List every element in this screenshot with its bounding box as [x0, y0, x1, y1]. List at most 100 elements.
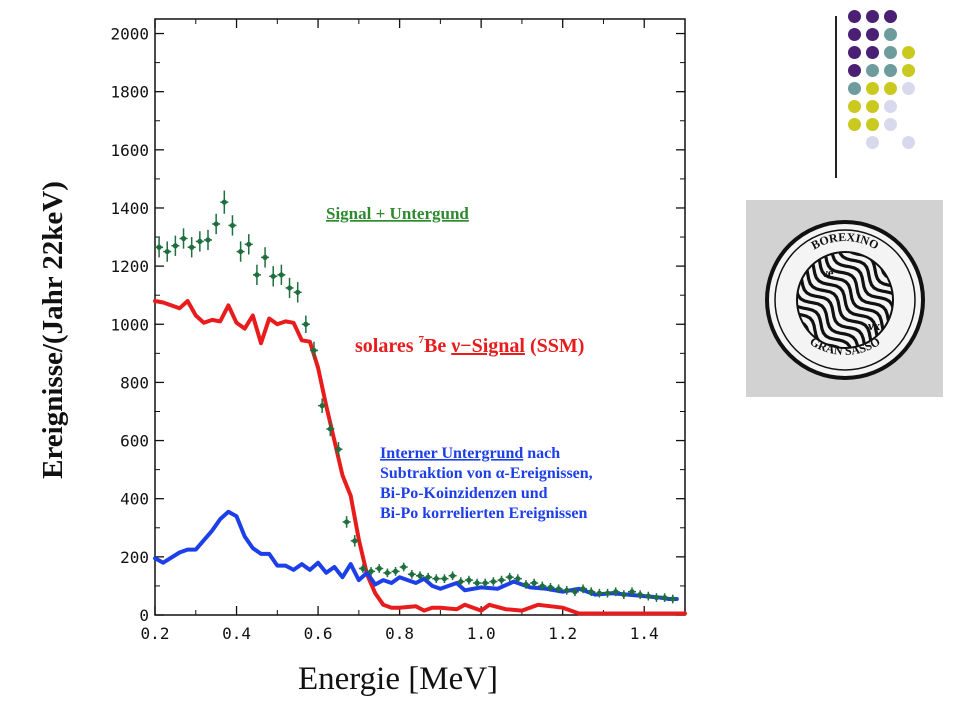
data-marker	[653, 594, 660, 601]
annotation-solar-nu: ν−Signal	[450, 335, 525, 357]
data-marker	[303, 321, 309, 327]
data-marker	[458, 578, 464, 585]
x-tick-label: 0.8	[385, 624, 414, 643]
annotation-internal-line-2: Subtraktion von α-Ereignissen,	[380, 465, 593, 482]
annotation-internal-line-3: Bi-Po-Koinzidenzen und	[380, 485, 548, 502]
decorative-dot	[884, 46, 897, 59]
data-marker	[246, 241, 252, 247]
data-marker	[229, 222, 236, 229]
data-point	[505, 572, 514, 582]
data-point	[562, 585, 571, 595]
data-marker	[319, 403, 325, 409]
data-marker	[262, 254, 268, 260]
annotation-signal-untergrund: Signal + Untergund	[326, 204, 469, 223]
logo-wave	[810, 252, 892, 341]
x-tick-label: 0.4	[222, 624, 251, 643]
data-point	[587, 587, 596, 597]
decorative-dot	[884, 28, 897, 41]
decorative-dot	[848, 118, 861, 131]
annotation-solar-signal: solares 7Be ν−Signal (SSM)	[355, 334, 584, 357]
data-marker	[425, 574, 431, 580]
data-point	[252, 264, 261, 286]
data-marker	[433, 576, 439, 582]
plot-frame	[154, 18, 686, 616]
data-point	[668, 594, 677, 604]
data-point	[195, 231, 204, 252]
y-axis-title: Ereignisse/(Jahr 22keV)	[37, 181, 69, 479]
data-marker	[482, 580, 488, 586]
data-point	[212, 213, 221, 235]
data-marker	[662, 594, 668, 601]
data-marker	[368, 568, 374, 574]
annotation-solar-pre: solares	[355, 335, 419, 357]
data-point	[407, 569, 416, 579]
y-tick-label: 1400	[110, 199, 149, 218]
data-point	[350, 535, 359, 547]
data-marker	[360, 565, 366, 572]
y-tick-label: 1200	[110, 257, 149, 276]
x-axis-title: Energie [MeV]	[298, 661, 498, 697]
data-marker	[596, 590, 602, 596]
data-marker	[311, 347, 317, 354]
annotation-internal-line-1: Interner Untergrund nach	[380, 445, 560, 462]
data-point	[538, 581, 547, 591]
logo-wave	[797, 277, 862, 348]
data-point	[603, 588, 612, 598]
data-point	[318, 398, 327, 413]
data-marker	[401, 564, 407, 570]
y-tick-label: 600	[120, 432, 149, 451]
y-tick-label: 0	[139, 606, 149, 625]
logo-wave	[834, 252, 893, 317]
data-marker	[172, 243, 178, 249]
data-marker	[441, 576, 448, 582]
data-point	[171, 235, 180, 256]
decorative-dot	[884, 64, 897, 77]
decorative-dot	[866, 64, 879, 77]
logo-wave	[816, 252, 893, 335]
decorative-dot	[866, 46, 879, 59]
annotation-solar-post: (SSM)	[525, 335, 584, 357]
decorative-dot	[866, 136, 879, 149]
data-marker	[221, 199, 227, 205]
decorative-dot-grid	[848, 10, 948, 160]
data-marker	[238, 248, 244, 255]
data-point	[261, 247, 270, 268]
data-marker	[270, 273, 276, 279]
data-marker	[670, 596, 676, 602]
data-marker	[531, 580, 537, 586]
data-marker	[572, 589, 578, 595]
y-tick-label: 1600	[110, 141, 149, 160]
data-marker	[327, 426, 333, 432]
data-point	[244, 234, 253, 255]
data-marker	[164, 248, 170, 255]
data-marker	[409, 571, 415, 577]
data-marker	[490, 578, 496, 585]
data-marker	[189, 244, 195, 250]
data-marker	[205, 237, 211, 243]
data-marker	[417, 573, 423, 579]
logo-wave	[797, 265, 874, 348]
data-marker	[335, 446, 342, 452]
data-marker	[278, 272, 284, 278]
data-point	[310, 341, 318, 360]
data-marker	[156, 244, 162, 250]
data-marker	[344, 519, 350, 525]
data-point	[358, 564, 367, 573]
annotation-internal-nach: nach	[523, 445, 560, 462]
y-tick-label: 1000	[110, 315, 149, 334]
data-marker	[254, 272, 260, 278]
logo-wave	[798, 259, 880, 348]
decorative-dot	[884, 10, 897, 23]
data-marker	[474, 580, 480, 586]
data-point	[619, 590, 628, 600]
decorative-dot	[848, 28, 861, 41]
data-marker	[213, 221, 219, 227]
data-point	[440, 574, 449, 584]
data-point	[220, 190, 229, 214]
data-point	[554, 584, 563, 594]
logo-wave	[822, 252, 893, 329]
data-point	[644, 591, 653, 601]
data-marker	[621, 592, 627, 598]
data-point	[236, 241, 245, 262]
decorative-dot	[848, 82, 861, 95]
